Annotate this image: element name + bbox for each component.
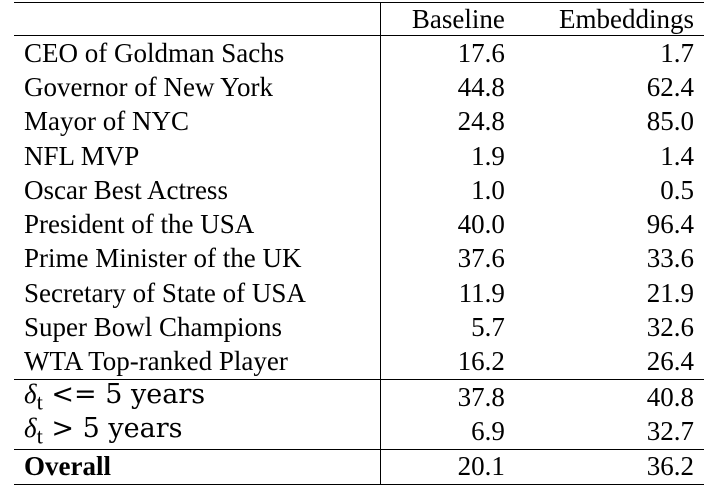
row-embeddings: 96.4 [646, 209, 694, 240]
row-label: WTA Top-ranked Player [14, 344, 381, 380]
delta-embeddings: 32.7 [646, 415, 694, 446]
header-baseline: Baseline [380, 2, 513, 36]
table-row: Super Bowl Champions 5.7 32.6 [14, 310, 704, 345]
delta-embeddings: 40.8 [512, 378, 704, 415]
table-row: Secretary of State of USA 11.9 21.9 [14, 276, 704, 311]
delta-baseline: 6.9 [471, 415, 505, 446]
row-label: CEO of Goldman Sachs [14, 35, 381, 71]
row-baseline: 5.7 [471, 312, 505, 343]
row-label: Prime Minister of the UK [14, 241, 381, 277]
row-baseline: 16.2 [457, 346, 505, 377]
row-baseline: 1.0 [471, 174, 505, 205]
delta-subscript: t [36, 423, 43, 449]
row-embeddings: 1.4 [660, 140, 694, 171]
table-row: President of the USA 40.0 96.4 [14, 207, 704, 242]
table-row: NFL MVP 1.9 1.4 [14, 138, 704, 174]
header-embeddings: Embeddings [512, 2, 704, 36]
table-row: WTA Top-ranked Player 16.2 26.4 [14, 344, 704, 380]
delta-condition: <= 5 years [42, 378, 206, 410]
row-embeddings: 32.6 [646, 312, 694, 343]
overall-embeddings: 36.2 [512, 448, 704, 485]
row-label: NFL MVP [14, 138, 381, 174]
row-baseline: 44.8 [457, 71, 505, 102]
delta-baseline: 37.8 [380, 378, 513, 415]
delta-symbol: δ [24, 412, 37, 443]
row-embeddings: 85.0 [646, 106, 694, 137]
row-embeddings: 0.5 [660, 174, 694, 205]
row-label: Mayor of NYC [14, 104, 381, 139]
delta-symbol: δ [24, 378, 37, 409]
header-label-cell [14, 2, 381, 36]
row-label: President of the USA [14, 207, 381, 242]
table-row: Prime Minister of the UK 37.6 33.6 [14, 241, 704, 277]
row-baseline: 1.9 [471, 140, 505, 171]
overall-baseline: 20.1 [380, 448, 513, 485]
results-table-container: Baseline Embeddings CEO of Goldman Sachs… [14, 2, 704, 485]
row-baseline: 17.6 [380, 35, 513, 71]
row-label: Secretary of State of USA [14, 276, 381, 311]
table-row: Oscar Best Actress 1.0 0.5 [14, 173, 704, 208]
main-rows: CEO of Goldman Sachs 17.6 1.7 Governor o… [14, 35, 704, 485]
row-label: Super Bowl Champions [14, 310, 381, 345]
delta-label: δt <= 5 years [14, 378, 381, 415]
table-row: CEO of Goldman Sachs 17.6 1.7 [14, 35, 704, 71]
header-row: Baseline Embeddings [14, 2, 704, 36]
row-baseline: 11.9 [458, 277, 505, 308]
row-baseline: 37.6 [457, 243, 505, 274]
table-row: Governor of New York 44.8 62.4 [14, 70, 704, 105]
delta-condition: > 5 years [42, 412, 183, 444]
row-embeddings: 62.4 [646, 71, 694, 102]
delta-label: δt > 5 years [14, 412, 381, 450]
overall-row: Overall 20.1 36.2 [14, 448, 704, 485]
delta-row: δt <= 5 years 37.8 40.8 [14, 378, 704, 415]
row-embeddings: 21.9 [646, 277, 694, 308]
row-baseline: 24.8 [457, 106, 505, 137]
row-label: Oscar Best Actress [14, 173, 381, 208]
table-row: Mayor of NYC 24.8 85.0 [14, 104, 704, 139]
row-label: Governor of New York [14, 70, 381, 105]
overall-label: Overall [14, 448, 381, 485]
row-baseline: 40.0 [457, 209, 505, 240]
delta-row: δt > 5 years 6.9 32.7 [14, 412, 704, 450]
row-embeddings: 26.4 [646, 346, 694, 377]
row-embeddings: 1.7 [512, 35, 704, 71]
delta-subscript: t [36, 389, 43, 415]
results-table: Baseline Embeddings CEO of Goldman Sachs… [14, 2, 704, 485]
row-embeddings: 33.6 [646, 243, 694, 274]
